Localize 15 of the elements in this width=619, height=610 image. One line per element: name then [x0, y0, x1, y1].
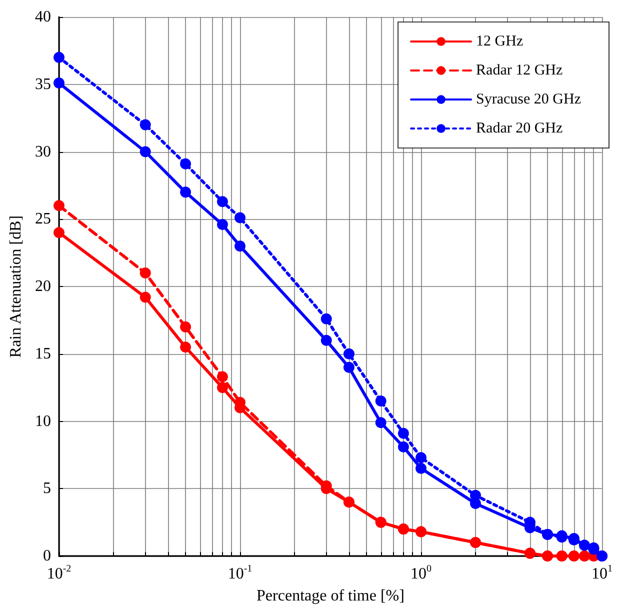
legend-label: Syracuse 20 GHz — [476, 92, 582, 108]
x-axis-title: Percentage of time [%] — [256, 588, 404, 604]
y-tick-label: 20 — [35, 278, 51, 295]
y-tick-label: 35 — [35, 76, 51, 93]
y-tick-label: 0 — [43, 548, 51, 564]
y-tick-label: 30 — [35, 143, 51, 160]
legend-label: Radar 20 GHz — [476, 120, 564, 136]
y-axis-title: Rain Attenuation [dB] — [8, 215, 25, 358]
legend-label: Radar 12 GHz — [476, 62, 564, 78]
y-tick-label: 25 — [35, 210, 51, 228]
y-tick-label: 10 — [35, 412, 51, 430]
y-tick-label: 5 — [43, 480, 51, 498]
legend-label: 12 GHz — [476, 34, 524, 50]
y-tick-label: 15 — [35, 345, 51, 362]
y-tick-label: 40 — [35, 8, 51, 26]
